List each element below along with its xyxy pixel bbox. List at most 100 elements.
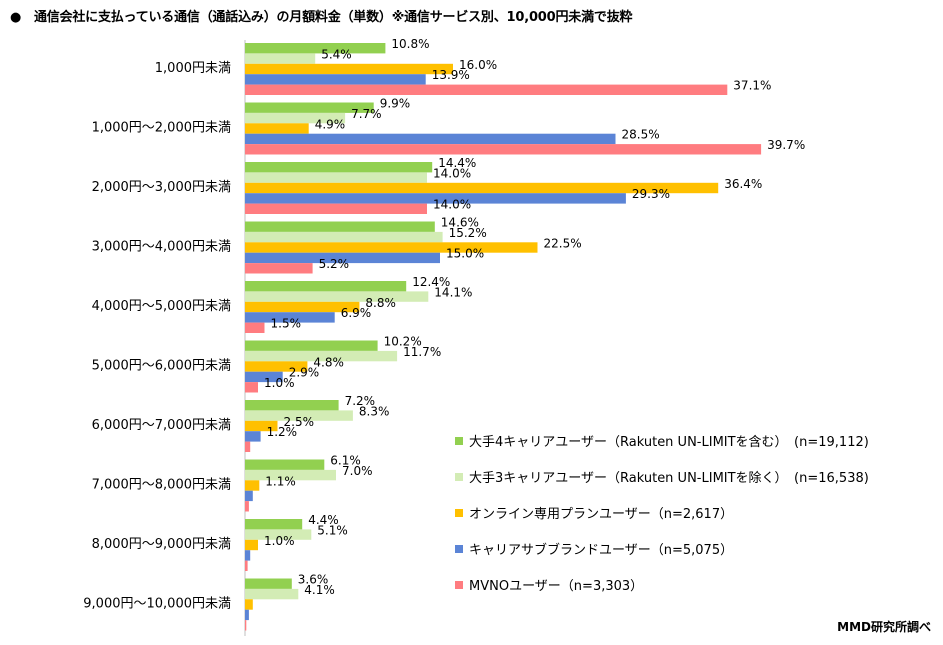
bar [245,480,260,491]
bar [245,469,336,481]
bar [245,371,283,383]
bar [245,340,378,351]
bar [245,560,248,571]
bar [245,263,313,274]
bar [245,182,719,194]
bar [245,301,360,313]
bar [245,459,325,470]
data-label: 11.7% [403,345,441,359]
data-label: 36.4% [724,177,762,191]
data-label: 4.4% [308,513,339,527]
legend-swatch [455,437,463,445]
bar [245,221,435,232]
bar [245,578,292,589]
data-label: 6.1% [330,454,361,468]
data-label: 10.8% [391,37,429,51]
data-label: 14.0% [433,166,471,180]
bar [245,620,247,631]
legend-swatch [455,473,463,481]
category-label: 4,000円～5,000円未満 [92,299,231,314]
bar [245,193,626,204]
data-label: 8.8% [365,296,396,310]
data-label: 5.4% [321,47,352,61]
category-labels: 1,000円未満 1,000円～2,000円未満 2,000円～3,000円未満 3,… [83,61,231,612]
category-label: 8,000円～9,000円未満 [92,537,231,552]
category-label: 3,000円～4,000円未満 [92,240,231,255]
data-label: 2.5% [284,415,315,429]
data-label: 1.5% [271,317,302,331]
data-label: 15.0% [446,247,484,261]
bar [245,588,299,600]
data-label: 14.0% [433,198,471,212]
bar [245,172,427,183]
legend-swatch [455,545,463,553]
bar [245,123,309,134]
data-labels: 10.8% 5.4% 16.0%13.9% 37.1% 9.9%7.7% 4.9% 28.5… [264,37,805,597]
legend-entry: キャリアサブブランドユーザー（n=5,075） [469,542,733,558]
data-label: 1.1% [265,474,296,488]
bar [245,74,426,85]
bar [245,53,316,64]
bar [245,112,346,124]
data-label: 4.8% [313,355,344,369]
bar [245,102,374,113]
bar [245,252,440,264]
data-label: 1.2% [267,425,298,439]
data-label: 7.7% [351,107,382,121]
category-label: 1,000円～2,000円未満 [92,121,231,136]
data-label: 6.9% [341,306,372,320]
data-label: 1.0% [264,534,295,548]
legend-swatch [455,581,463,589]
legend-entry: MVNOユーザー（n=3,303） [469,579,643,594]
bar [245,291,429,302]
data-label: 37.1% [733,79,771,93]
data-label: 14.6% [441,216,479,230]
legend-swatch [455,509,463,517]
bar [245,203,427,214]
data-label: 4.1% [304,583,335,597]
data-label: 16.0% [459,58,497,72]
bar [245,529,312,540]
category-label: 2,000円～3,000円未満 [92,180,231,195]
legend-entry: オンライン専用プランユーザー（n=2,617） [469,507,733,522]
bar [245,539,258,551]
bar [245,231,443,243]
legend-entry: 大手4キャリアユーザー（Rakuten UN-LIMITを含む） (n=19,1… [469,434,869,450]
data-label: 13.9% [432,68,470,82]
bar [245,242,538,253]
bar [245,501,249,512]
category-label: 5,000円～6,000円未満 [92,359,231,374]
bar [245,322,265,333]
bar [245,441,251,452]
category-label: 6,000円～7,000円未満 [92,418,231,433]
bar [245,550,251,561]
chart-title: ● 通信会社に支払っている通信（通話込み）の月額料金（単数）※通信サービス別、1… [10,10,633,25]
data-label: 1.0% [264,376,295,390]
data-label: 9.9% [380,97,411,111]
bar [245,133,616,145]
category-label: 9,000円～10,000円未満 [83,597,231,612]
bar [245,361,308,372]
data-label: 39.7% [767,138,805,152]
data-label: 7.0% [342,464,373,478]
bar [245,312,335,323]
bars [245,43,762,631]
bar [245,420,278,432]
data-label: 28.5% [622,128,660,142]
data-label: 12.4% [412,275,450,289]
bar [245,350,398,362]
data-label: 5.2% [319,257,350,271]
data-label: 7.2% [345,394,376,408]
bar [245,63,453,75]
data-label: 10.2% [384,335,422,349]
legend: 大手4キャリアユーザー（Rakuten UN-LIMITを含む） (n=19,1… [455,434,869,594]
bar [245,43,386,54]
data-label: 8.3% [359,404,390,418]
bar [245,162,433,173]
data-label: 3.6% [298,573,329,587]
bar [245,599,253,610]
category-label: 1,000円未満 [155,61,231,76]
data-label: 14.4% [438,156,476,170]
bar [245,382,258,393]
